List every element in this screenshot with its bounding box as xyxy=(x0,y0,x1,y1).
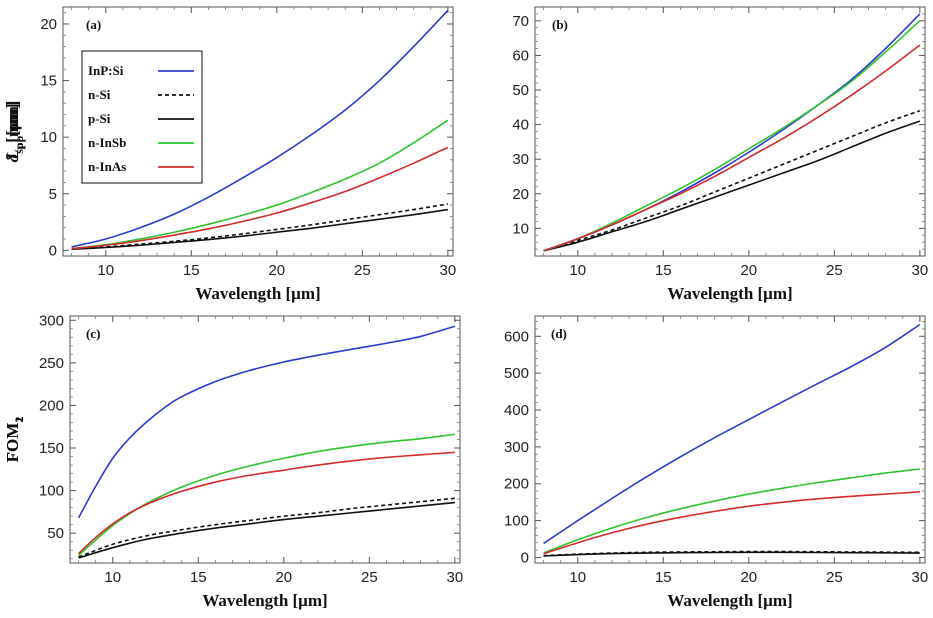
series-line-n-inas xyxy=(543,491,920,555)
legend-box xyxy=(81,50,203,184)
x-tick-label: 25 xyxy=(826,569,843,586)
y-tick-label: 70 xyxy=(512,13,529,30)
series-line-n-si xyxy=(78,497,455,558)
y-tick-label: 50 xyxy=(512,82,529,99)
y-tick-label: 300 xyxy=(39,312,64,329)
x-tick-label: 10 xyxy=(104,569,121,586)
y-tick-label: 0 xyxy=(49,242,57,259)
series-line-inp-si xyxy=(71,9,449,248)
panel-c: 10 15 20 25 30 50 100 150 200 250 300 (c) Wavelength… xyxy=(3,312,463,610)
panel-label: (a) xyxy=(86,17,101,32)
y-tick-label: 100 xyxy=(39,483,64,500)
legend: InP:Si n-Si p-Si n-InSb n-InAs xyxy=(81,50,203,184)
x-tick-label: 10 xyxy=(569,569,586,586)
x-tick-label: 20 xyxy=(740,262,757,279)
legend-label: p-Si xyxy=(88,111,111,126)
y-tick-label: 300 xyxy=(504,439,529,456)
x-axis-title: Wavelength [μm] xyxy=(667,284,792,303)
panel-a: 10 15 20 25 30 0 5 10 15 20 (a) Wavelength [μm] Lp[m… xyxy=(3,6,457,303)
x-tick-label: 30 xyxy=(912,262,929,279)
x-tick-label: 15 xyxy=(655,569,672,586)
series-line-n-insb xyxy=(78,433,455,556)
series-line-n-inas xyxy=(543,44,921,252)
y-tick-label: 200 xyxy=(504,476,529,493)
x-tick-label: 15 xyxy=(655,262,672,279)
series-line-inp-si xyxy=(543,13,921,252)
x-axis-title: Wavelength [μm] xyxy=(667,591,792,610)
y-tick-label: 20 xyxy=(512,186,529,203)
x-tick-label: 20 xyxy=(268,262,285,279)
x-tick-label: 10 xyxy=(569,262,586,279)
series-line-n-inas xyxy=(71,146,449,250)
x-tick-label: 25 xyxy=(354,262,371,279)
y-tick-label: 0 xyxy=(521,549,529,566)
panel-label: (d) xyxy=(551,326,567,341)
series-line-p-si xyxy=(543,120,921,252)
x-tick-label: 15 xyxy=(190,569,207,586)
plot-frame xyxy=(62,6,454,257)
x-tick-label: 30 xyxy=(447,569,464,586)
plot-frame xyxy=(534,6,926,257)
x-tick-label: 15 xyxy=(183,262,200,279)
y-tick-label: 150 xyxy=(39,440,64,457)
x-axis-title: Wavelength [μm] xyxy=(195,284,320,303)
x-tick-label: 25 xyxy=(826,262,843,279)
series-line-n-insb xyxy=(543,468,920,554)
y-tick-label: 15 xyxy=(40,73,57,90)
y-tick-label: 400 xyxy=(504,402,529,419)
legend-label: n-Si xyxy=(88,87,111,102)
y-tick-label: 250 xyxy=(39,355,64,372)
plot-frame xyxy=(534,315,926,564)
y-axis-title: δspp[μm] xyxy=(3,101,26,163)
x-tick-label: 30 xyxy=(440,262,457,279)
y-tick-label: 600 xyxy=(504,328,529,345)
series-line-p-si xyxy=(71,208,448,251)
series-line-n-insb xyxy=(543,20,921,252)
y-axis-title: Lp[mm] xyxy=(3,103,26,161)
x-tick-label: 30 xyxy=(912,569,929,586)
y-tick-label: 60 xyxy=(512,47,529,64)
y-axis-title: FOM1 xyxy=(3,417,26,463)
series-line-n-inas xyxy=(77,451,455,555)
panel-label: (c) xyxy=(86,326,100,341)
series-line-inp-si xyxy=(543,323,921,545)
series-line-inp-si xyxy=(77,325,456,519)
x-tick-label: 20 xyxy=(275,569,292,586)
y-tick-label: 10 xyxy=(40,129,57,146)
y-tick-label: 30 xyxy=(512,151,529,168)
y-tick-label: 5 xyxy=(49,186,57,203)
series-line-p-si xyxy=(543,551,920,557)
x-tick-label: 10 xyxy=(97,262,114,279)
y-tick-label: 100 xyxy=(504,513,529,530)
y-tick-label: 50 xyxy=(47,525,64,542)
series-line-n-si xyxy=(71,203,449,251)
y-tick-label: 40 xyxy=(512,117,529,134)
series-line-n-si xyxy=(543,109,921,252)
legend-label: InP:Si xyxy=(88,63,124,78)
legend-label: n-InSb xyxy=(88,135,126,150)
legend-label: n-InAs xyxy=(88,159,126,174)
x-axis-title: Wavelength [μm] xyxy=(202,591,327,610)
y-tick-label: 10 xyxy=(512,220,529,237)
y-tick-label: 200 xyxy=(39,397,64,414)
series-line-n-insb xyxy=(71,119,449,250)
y-tick-label: 20 xyxy=(40,16,57,33)
x-tick-label: 20 xyxy=(740,569,757,586)
panel-label: (b) xyxy=(552,17,568,32)
y-tick-label: 500 xyxy=(504,365,529,382)
y-axis-title: FOM2 xyxy=(3,417,26,463)
series-line-p-si xyxy=(78,501,455,559)
x-tick-label: 25 xyxy=(361,569,378,586)
